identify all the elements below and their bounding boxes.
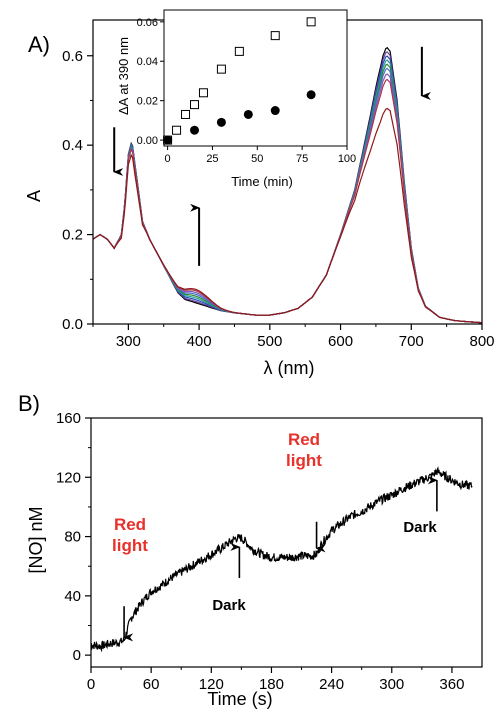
x-tick-label: 240 — [319, 676, 344, 693]
inset-y-tick-label: 0.04 — [137, 56, 158, 68]
inset-y-tick-label: 0.06 — [137, 17, 158, 29]
inset-point-filled-circle — [306, 90, 316, 100]
y-tick-label: 160 — [56, 410, 81, 427]
inset-frame — [163, 9, 348, 147]
x-tick-label: 700 — [399, 333, 424, 350]
x-tick-label: 0 — [87, 676, 95, 693]
y-tick-label: 40 — [64, 588, 81, 605]
inset-point-open-square — [270, 31, 280, 41]
y-tick-label: 80 — [64, 529, 81, 546]
x-tick-label: 60 — [143, 676, 160, 693]
inset-x-tick-label: 25 — [206, 153, 218, 165]
x-tick-label: 180 — [259, 676, 284, 693]
inset-x-tick-label: 50 — [251, 153, 263, 165]
inset-point-filled-circle — [270, 106, 280, 116]
red-light-label: Red — [114, 515, 146, 534]
inset-point-open-square — [190, 100, 199, 110]
panel-b-y-axis-title: [NO] nM — [26, 506, 46, 573]
inset-x-tick-label: 0 — [165, 153, 171, 165]
inset-y-tick-label: 0.02 — [137, 96, 158, 108]
x-tick-label: 300 — [116, 333, 141, 350]
panel-a-arrows — [113, 46, 431, 266]
inset-point-open-square — [181, 109, 191, 119]
dark-label: Dark — [212, 597, 246, 614]
y-tick-label: 120 — [56, 469, 81, 486]
inset-point-open-square — [216, 64, 226, 74]
x-tick-label: 360 — [439, 676, 464, 693]
inset-x-tick-label: 100 — [338, 153, 356, 165]
inset-point-filled-circle — [216, 117, 226, 127]
x-tick-label: 800 — [469, 333, 494, 350]
inset-axes: 0 25 50 75 100 0.00 0.02 0.04 0.06 — [137, 9, 356, 165]
red-light-label: light — [286, 451, 322, 470]
inset-point-filled-circle — [243, 109, 253, 119]
inset-y-tick-label: 0.00 — [137, 135, 158, 147]
x-tick-label: 500 — [257, 333, 282, 350]
y-tick-label: 0 — [73, 647, 81, 664]
inset-point-open-square — [172, 125, 182, 135]
panel-b-axes: 0 60 120 180 240 300 360 0 40 80 120 160 — [56, 410, 483, 693]
inset-point-open-square — [234, 46, 244, 56]
inset-x-axis-title: Time (min) — [231, 174, 293, 189]
x-tick-label: 120 — [199, 676, 224, 693]
y-tick-label: 0.6 — [62, 48, 83, 65]
inset-x-tick-label: 75 — [296, 153, 308, 165]
red-light-label: Red — [288, 430, 320, 449]
dark-label: Dark — [403, 519, 437, 536]
inset-points — [163, 17, 316, 145]
red-light-label: light — [112, 536, 148, 555]
panel-b-annotations: Red light Dark Red light Dark — [112, 430, 438, 642]
panel-a-x-axis-title: λ (nm) — [264, 358, 315, 378]
panel-b: B) 0 60 120 180 240 300 360 0 40 80 120 160 Red ligh… — [18, 391, 483, 709]
panel-a-y-axis-title: A — [24, 190, 44, 202]
inset-point-open-square — [306, 17, 316, 27]
panel-b-frame — [90, 417, 483, 668]
inset-point-filled-circle — [163, 135, 173, 145]
panel-b-x-axis-title: Time (s) — [207, 689, 272, 709]
x-tick-label: 300 — [379, 676, 404, 693]
inset-y-axis-title: ΔA at 390 nm — [116, 37, 131, 115]
inset-point-filled-circle — [190, 125, 199, 135]
panel-a-label: A) — [28, 32, 50, 57]
panel-b-label: B) — [18, 391, 40, 416]
panel-a-spectra — [92, 46, 483, 324]
spectrum-line — [92, 107, 483, 324]
panel-b-trace — [90, 466, 473, 653]
panel-a-inset: 0 25 50 75 100 0.00 0.02 0.04 0.06 Time (min) ΔA… — [116, 9, 356, 189]
no-concentration-trace — [90, 466, 473, 653]
y-tick-label: 0.2 — [62, 227, 83, 244]
inset-point-open-square — [198, 88, 208, 98]
x-tick-label: 600 — [328, 333, 353, 350]
y-tick-label: 0.0 — [62, 316, 83, 333]
x-tick-label: 400 — [187, 333, 212, 350]
y-tick-label: 0.4 — [62, 137, 83, 154]
